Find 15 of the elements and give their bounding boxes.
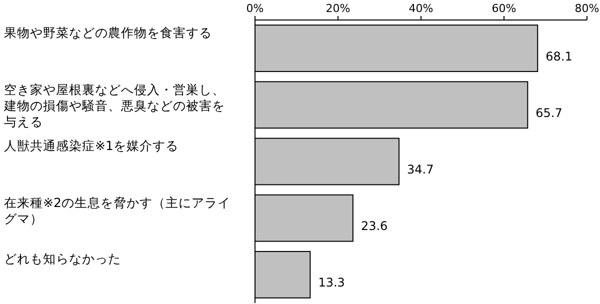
data-label: 13.3 [318, 276, 345, 290]
x-tick-label: 80% [574, 2, 600, 15]
data-label: 68.1 [546, 49, 572, 64]
y-tick-label: 在来種※2の生息を脅かす（主にアライグマ） [4, 194, 232, 227]
y-tick-label: 果物や野菜などの農作物を食害する [4, 25, 213, 42]
x-tick-label: 40% [408, 2, 434, 15]
y-tick-label: 人獣共通感染症※1を媒介する [4, 138, 180, 154]
data-label: 23.6 [360, 219, 388, 234]
x-tick-label: 60% [492, 2, 516, 15]
x-tick-label: 20% [326, 2, 350, 15]
y-tick-label: どれも知らなかった [4, 251, 122, 268]
x-tick-label: 0% [246, 2, 264, 15]
data-label: 34.7 [407, 162, 434, 176]
data-label: 65.7 [536, 106, 562, 120]
y-tick-label: 空き家や屋根裏などへ侵入・営巣し、建物の損傷や騒音、悪臭などの被害を与える [4, 82, 226, 130]
